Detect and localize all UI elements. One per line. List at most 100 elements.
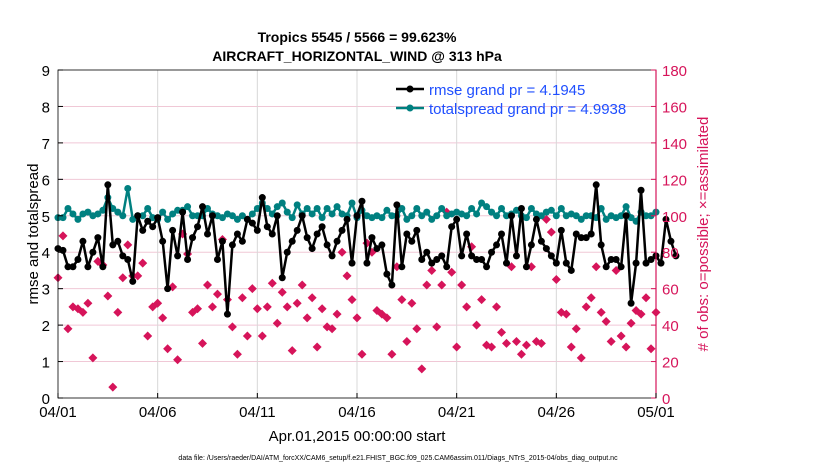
rmse-point: [488, 248, 496, 256]
x-tick-label: 04/16: [338, 404, 376, 421]
rmse-point: [448, 223, 456, 231]
y-right-tick-label: 0: [662, 391, 670, 408]
rmse-point: [114, 237, 122, 245]
obs-assimilated-marker: [193, 304, 203, 314]
rmse-point: [273, 212, 281, 220]
rmse-point: [159, 237, 167, 245]
totalspread-point: [602, 215, 610, 223]
rmse-point: [194, 223, 202, 231]
obs-assimilated-marker: [397, 295, 407, 305]
rmse-point: [537, 237, 545, 245]
y-right-tick-label: 180: [662, 63, 687, 80]
rmse-point: [373, 245, 381, 253]
y-tick-label: 3: [42, 282, 50, 299]
rmse-point: [662, 215, 670, 223]
rmse-point: [672, 252, 680, 260]
rmse-point: [617, 263, 625, 271]
obs-assimilated-marker: [237, 293, 247, 303]
y-right-tick-label: 100: [662, 209, 687, 226]
y-right-tick-label: 60: [662, 282, 679, 299]
rmse-point: [223, 310, 231, 318]
rmse-point: [582, 234, 590, 242]
rmse-point: [243, 215, 251, 223]
totalspread-point: [468, 204, 476, 212]
totalspread-point: [139, 212, 147, 220]
rmse-point: [567, 266, 575, 274]
y-right-tick-label: 20: [662, 355, 679, 372]
data-file-footnote: data file: /Users/raeder/DAI/ATM_forcXX/…: [178, 455, 618, 462]
rmse-point: [263, 223, 271, 231]
rmse-point: [328, 252, 336, 260]
obs-assimilated-marker: [606, 337, 616, 347]
totalspread-point: [114, 208, 122, 216]
obs-assimilated-marker: [432, 322, 442, 332]
obs-assimilated-marker: [462, 302, 472, 312]
totalspread-point: [328, 210, 336, 218]
obs-assimilated-marker: [641, 293, 651, 303]
rmse-point: [647, 256, 655, 264]
rmse-point: [283, 248, 291, 256]
obs-assimilated-marker: [267, 278, 277, 288]
obs-assimilated-marker: [601, 316, 611, 326]
obs-assimilated-marker: [526, 262, 536, 272]
obs-assimilated-marker: [287, 346, 297, 356]
obs-assimilated-marker: [143, 331, 153, 341]
obs-assimilated-marker: [521, 340, 531, 350]
obs-assimilated-marker: [83, 298, 93, 308]
obs-assimilated-marker: [407, 298, 417, 308]
obs-assimilated-marker: [118, 273, 128, 283]
obs-assimilated-marker: [63, 324, 73, 334]
y-tick-label: 8: [42, 99, 50, 116]
rmse-point: [204, 230, 211, 238]
rmse-point: [522, 263, 530, 271]
obs-assimilated-marker: [536, 338, 546, 348]
obs-assimilated-marker: [133, 271, 143, 281]
obs-assimilated-marker: [596, 307, 606, 317]
rmse-point: [592, 181, 600, 189]
totalspread-point: [438, 204, 446, 212]
rmse-point: [253, 226, 261, 234]
obs-assimilated-marker: [282, 302, 292, 312]
totalspread-point: [313, 204, 321, 212]
obs-assimilated-marker: [153, 298, 163, 308]
rmse-point: [378, 241, 386, 249]
rmse-point: [213, 256, 221, 264]
obs-assimilated-marker: [392, 262, 402, 272]
obs-assimilated-marker: [646, 344, 656, 354]
totalspread-point: [84, 208, 92, 216]
totalspread-point: [184, 203, 192, 211]
legend-rmse-marker: [406, 85, 414, 93]
totalspread-point: [552, 212, 560, 220]
totalspread-point: [423, 208, 431, 216]
axes: 0 1 2 3 4 5 6 7 8 9 0 20 40 60 80 100 120 140 160 180 04/01 0…: [39, 63, 687, 421]
y-tick-label: 5: [42, 209, 50, 226]
totalspread-point: [537, 212, 545, 220]
rmse-point: [333, 237, 341, 245]
obs-assimilated-marker: [586, 293, 596, 303]
rmse-point: [657, 259, 665, 267]
obs-assimilated-marker: [487, 342, 497, 352]
obs-assimilated-marker: [158, 313, 168, 323]
totalspread-point: [218, 214, 226, 222]
rmse-point: [557, 226, 565, 234]
y-right-tick-label: 80: [662, 245, 679, 262]
obs-assimilated-marker: [626, 318, 636, 328]
obs-assimilated-marker: [497, 327, 507, 337]
obs-assimilated-marker: [477, 295, 487, 305]
rmse-point: [169, 226, 177, 234]
rmse-point: [473, 256, 481, 264]
rmse-point: [174, 252, 182, 260]
obs-markers: [53, 207, 661, 392]
rmse-point: [59, 246, 67, 254]
rmse-point: [288, 237, 296, 245]
rmse-point: [358, 197, 366, 205]
obs-assimilated-marker: [103, 291, 113, 301]
obs-assimilated-marker: [78, 307, 88, 317]
rmse-point: [74, 256, 82, 264]
rmse-point: [368, 234, 376, 242]
rmse-point: [438, 252, 446, 260]
rmse-point: [144, 217, 152, 225]
totalspread-point: [333, 203, 341, 211]
y-tick-label: 1: [42, 355, 50, 372]
obs-assimilated-marker: [292, 298, 302, 308]
